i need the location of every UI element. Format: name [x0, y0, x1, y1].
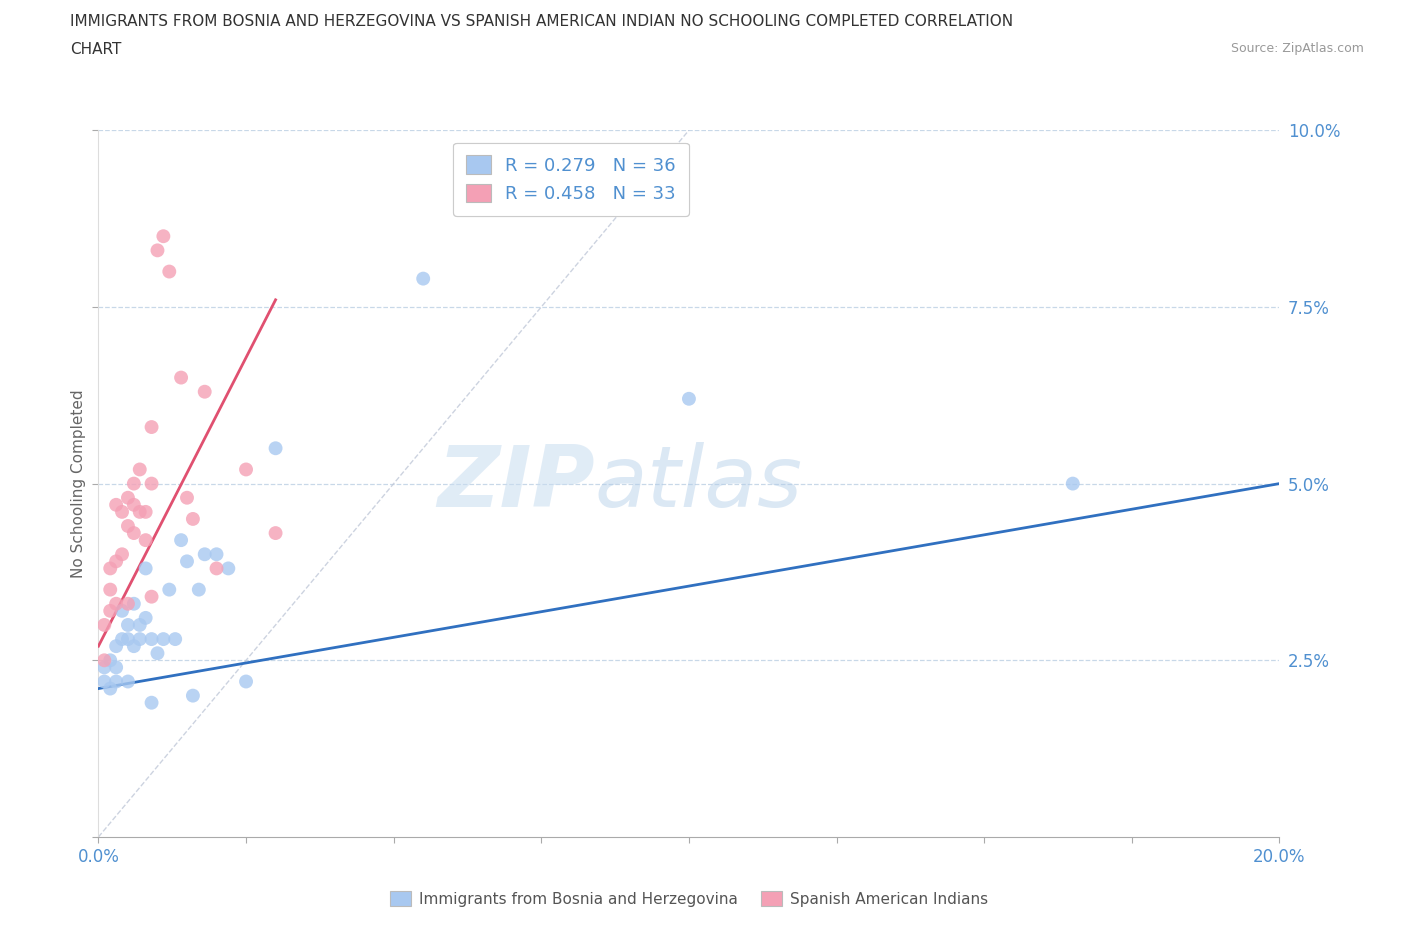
Point — [194, 384, 217, 399]
Point — [111, 547, 134, 562]
Point — [128, 631, 150, 646]
Point — [135, 561, 157, 576]
Point — [105, 674, 128, 689]
Point — [187, 582, 209, 597]
Point — [170, 533, 193, 548]
Point — [205, 561, 228, 576]
Point — [157, 264, 180, 279]
Point — [152, 631, 174, 646]
Point — [152, 229, 174, 244]
Point — [98, 582, 121, 597]
Point — [98, 681, 121, 696]
Point — [141, 631, 163, 646]
Point — [122, 498, 145, 512]
Point — [122, 596, 145, 611]
Point — [128, 462, 150, 477]
Point — [117, 596, 139, 611]
Y-axis label: No Schooling Completed: No Schooling Completed — [72, 390, 87, 578]
Legend: R = 0.279   N = 36, R = 0.458   N = 33: R = 0.279 N = 36, R = 0.458 N = 33 — [453, 143, 689, 216]
Point — [165, 631, 187, 646]
Point — [181, 688, 204, 703]
Point — [141, 419, 163, 434]
Point — [141, 696, 163, 711]
Point — [141, 476, 163, 491]
Point — [1062, 476, 1084, 491]
Point — [176, 554, 198, 569]
Point — [105, 554, 128, 569]
Text: CHART: CHART — [70, 42, 122, 57]
Point — [170, 370, 193, 385]
Text: Source: ZipAtlas.com: Source: ZipAtlas.com — [1230, 42, 1364, 55]
Point — [264, 441, 287, 456]
Point — [205, 547, 228, 562]
Point — [98, 604, 121, 618]
Point — [235, 462, 257, 477]
Point — [111, 631, 134, 646]
Point — [176, 490, 198, 505]
Point — [105, 660, 128, 675]
Point — [105, 639, 128, 654]
Point — [98, 653, 121, 668]
Point — [141, 590, 163, 604]
Point — [122, 525, 145, 540]
Point — [98, 561, 121, 576]
Point — [181, 512, 204, 526]
Point — [146, 243, 169, 258]
Point — [117, 618, 139, 632]
Point — [93, 653, 115, 668]
Text: IMMIGRANTS FROM BOSNIA AND HERZEGOVINA VS SPANISH AMERICAN INDIAN NO SCHOOLING C: IMMIGRANTS FROM BOSNIA AND HERZEGOVINA V… — [70, 14, 1014, 29]
Legend: Immigrants from Bosnia and Herzegovina, Spanish American Indians: Immigrants from Bosnia and Herzegovina, … — [384, 885, 994, 913]
Point — [117, 490, 139, 505]
Text: atlas: atlas — [595, 442, 803, 525]
Point — [111, 504, 134, 519]
Point — [412, 272, 434, 286]
Point — [117, 519, 139, 534]
Point — [117, 631, 139, 646]
Point — [135, 504, 157, 519]
Point — [111, 604, 134, 618]
Point — [135, 610, 157, 625]
Text: ZIP: ZIP — [437, 442, 595, 525]
Point — [122, 639, 145, 654]
Point — [105, 498, 128, 512]
Point — [264, 525, 287, 540]
Point — [128, 618, 150, 632]
Point — [146, 645, 169, 660]
Point — [128, 504, 150, 519]
Point — [678, 392, 700, 406]
Point — [157, 582, 180, 597]
Point — [194, 547, 217, 562]
Point — [217, 561, 239, 576]
Point — [93, 618, 115, 632]
Point — [93, 660, 115, 675]
Point — [122, 476, 145, 491]
Point — [93, 674, 115, 689]
Point — [117, 674, 139, 689]
Point — [135, 533, 157, 548]
Point — [235, 674, 257, 689]
Point — [105, 596, 128, 611]
